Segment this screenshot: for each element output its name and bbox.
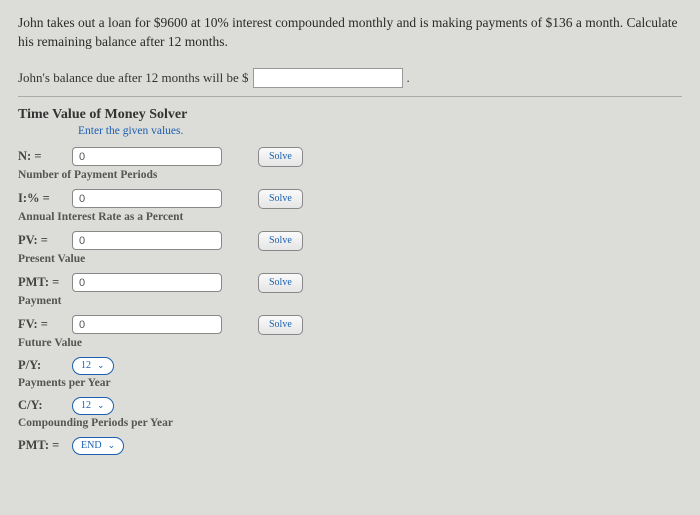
solver-title: Time Value of Money Solver [18, 107, 682, 123]
pv-input[interactable] [72, 231, 222, 250]
answer-suffix: . [407, 70, 410, 86]
py-description: Payments per Year [18, 377, 682, 389]
cy-value: 12 [81, 400, 91, 411]
pv-solve-button[interactable]: Solve [258, 231, 303, 251]
pmt-mode-select[interactable]: END ⌄ [72, 437, 124, 455]
problem-statement: John takes out a loan for $9600 at 10% i… [18, 14, 682, 52]
pv-description: Present Value [18, 253, 682, 265]
n-description: Number of Payment Periods [18, 169, 682, 181]
answer-prompt: John's balance due after 12 months will … [18, 70, 249, 86]
cy-description: Compounding Periods per Year [18, 417, 682, 429]
pmt-solve-button[interactable]: Solve [258, 273, 303, 293]
i-description: Annual Interest Rate as a Percent [18, 211, 682, 223]
i-input[interactable] [72, 189, 222, 208]
chevron-down-icon: ⌄ [97, 400, 105, 411]
n-label: N: = [18, 149, 64, 164]
solver-subtitle: Enter the given values. [78, 125, 682, 137]
chevron-down-icon: ⌄ [97, 360, 105, 371]
fv-input[interactable] [72, 315, 222, 334]
pv-label: PV: = [18, 233, 64, 248]
cy-label: C/Y: [18, 398, 64, 413]
n-input[interactable] [72, 147, 222, 166]
i-solve-button[interactable]: Solve [258, 189, 303, 209]
i-label: I:% = [18, 191, 64, 206]
pmt-input[interactable] [72, 273, 222, 292]
pmt-mode-value: END [81, 440, 102, 451]
n-solve-button[interactable]: Solve [258, 147, 303, 167]
pmt-label: PMT: = [18, 275, 64, 290]
cy-select[interactable]: 12 ⌄ [72, 397, 114, 415]
section-divider [18, 96, 682, 97]
fv-solve-button[interactable]: Solve [258, 315, 303, 335]
pmt-mode-label: PMT: = [18, 438, 64, 453]
py-select[interactable]: 12 ⌄ [72, 357, 114, 375]
pmt-description: Payment [18, 295, 682, 307]
answer-line: John's balance due after 12 months will … [18, 68, 682, 88]
py-label: P/Y: [18, 358, 64, 373]
fv-label: FV: = [18, 317, 64, 332]
answer-input[interactable] [253, 68, 403, 88]
chevron-down-icon: ⌄ [108, 440, 116, 451]
fv-description: Future Value [18, 337, 682, 349]
py-value: 12 [81, 360, 91, 371]
